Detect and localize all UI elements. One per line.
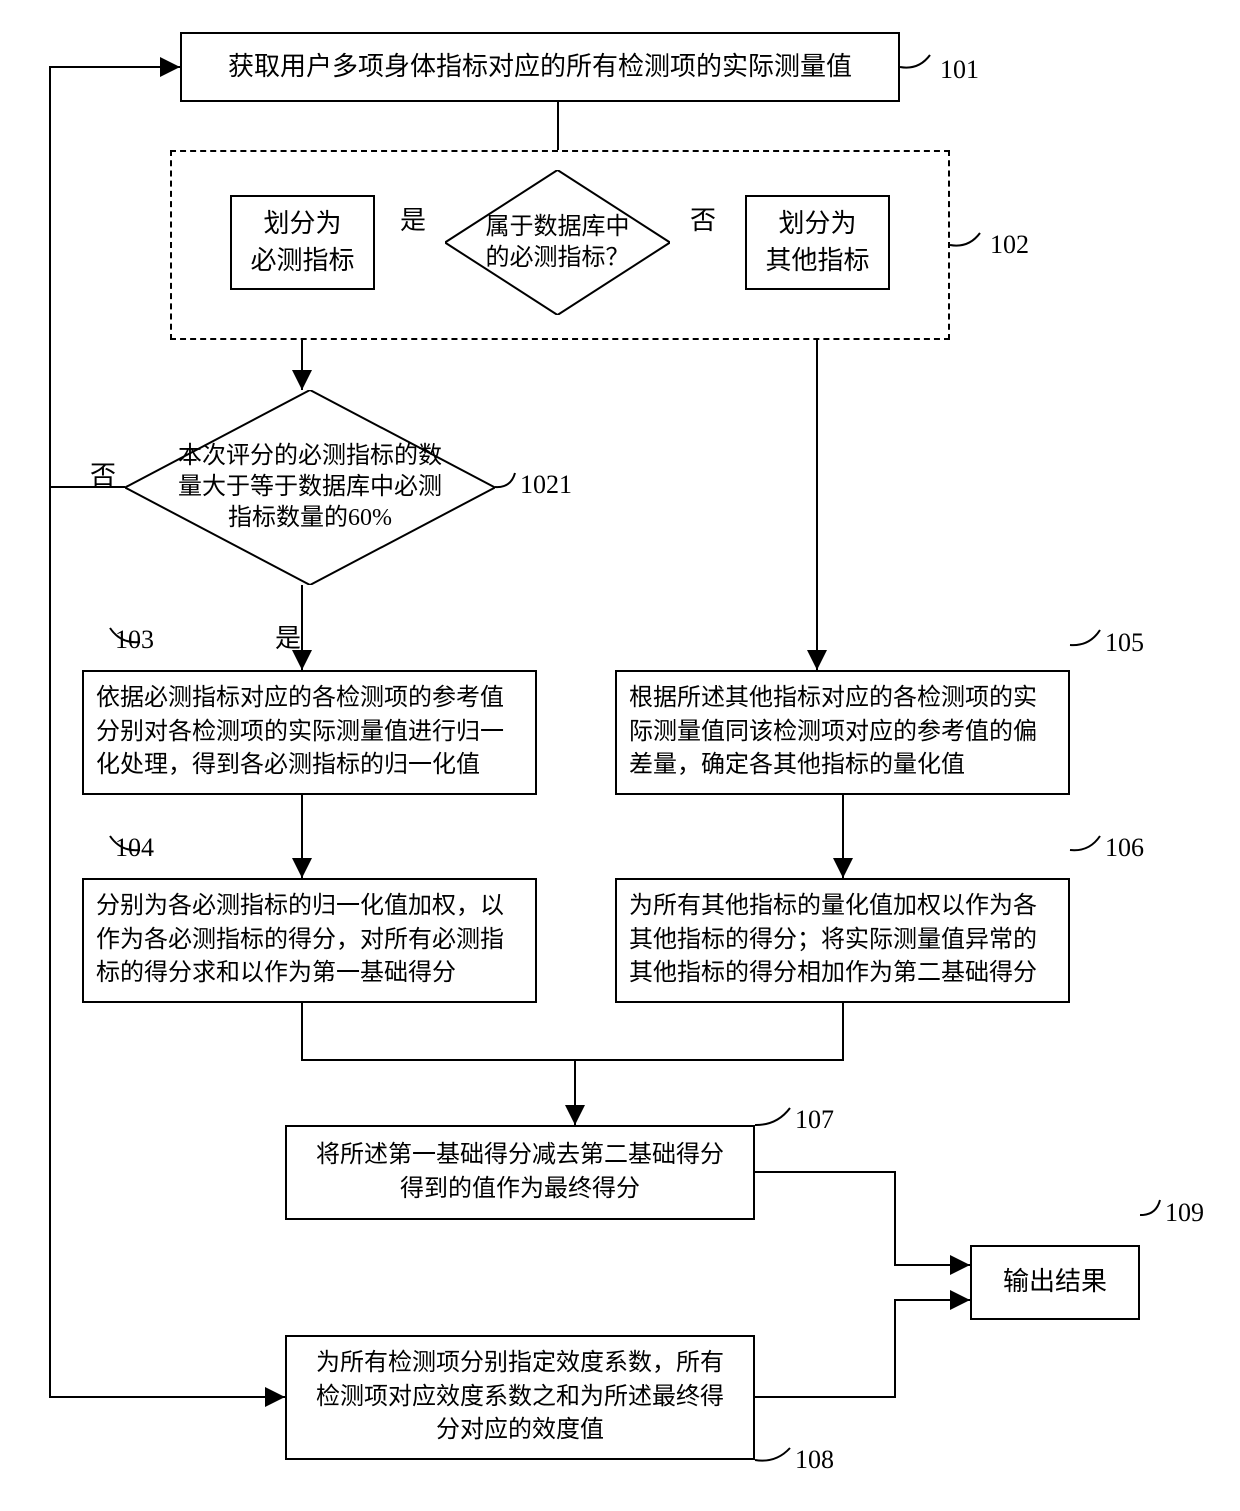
n108-l1: 为所有检测项分别指定效度系数，所有 bbox=[316, 1347, 724, 1381]
node-102b-line1: 划分为 bbox=[778, 206, 856, 242]
decision-102: 属于数据库中 的必测指标？ bbox=[445, 170, 670, 315]
step-label-108: 108 bbox=[795, 1445, 834, 1475]
node-101: 获取用户多项身体指标对应的所有检测项的实际测量值 bbox=[180, 32, 900, 102]
node-102b: 划分为 其他指标 bbox=[745, 195, 890, 290]
node-108: 为所有检测项分别指定效度系数，所有 检测项对应效度系数之和为所述最终得 分对应的… bbox=[285, 1335, 755, 1460]
edge-label-no2: 否 bbox=[90, 455, 116, 492]
n106-l1: 为所有其他指标的量化值加权以作为各 bbox=[629, 890, 1037, 924]
n108-l3: 分对应的效度值 bbox=[436, 1414, 604, 1448]
n103-l1: 依据必测指标对应的各检测项的参考值 bbox=[96, 682, 504, 716]
step-label-103: 103 bbox=[115, 625, 154, 655]
step-label-1021: 1021 bbox=[520, 470, 572, 500]
node-102a-line1: 划分为 bbox=[263, 206, 341, 242]
n107-l2: 得到的值作为最终得分 bbox=[400, 1173, 640, 1207]
n108-l2: 检测项对应效度系数之和为所述最终得 bbox=[316, 1381, 724, 1415]
node-109: 输出结果 bbox=[970, 1245, 1140, 1320]
node-107: 将所述第一基础得分减去第二基础得分 得到的值作为最终得分 bbox=[285, 1125, 755, 1220]
n104-l1: 分别为各必测指标的归一化值加权，以 bbox=[96, 890, 504, 924]
d1021-line3: 指标数量的60% bbox=[162, 503, 458, 534]
n103-l2: 分别对各检测项的实际测量值进行归一 bbox=[96, 716, 504, 750]
edge-label-yes1: 是 bbox=[400, 200, 426, 237]
n107-l1: 将所述第一基础得分减去第二基础得分 bbox=[316, 1139, 724, 1173]
step-label-109: 109 bbox=[1165, 1198, 1204, 1228]
d1021-line2: 量大于等于数据库中必测 bbox=[162, 472, 458, 503]
decision-1021: 本次评分的必测指标的数 量大于等于数据库中必测 指标数量的60% bbox=[125, 390, 495, 585]
n106-l2: 其他指标的得分；将实际测量值异常的 bbox=[629, 924, 1037, 958]
n105-l1: 根据所述其他指标对应的各检测项的实 bbox=[629, 682, 1037, 716]
node-102b-line2: 其他指标 bbox=[765, 243, 869, 279]
n105-l3: 差量，确定各其他指标的量化值 bbox=[629, 749, 965, 783]
node-102a-line2: 必测指标 bbox=[250, 243, 354, 279]
step-label-101: 101 bbox=[940, 55, 979, 85]
step-label-106: 106 bbox=[1105, 833, 1144, 863]
n109-text: 输出结果 bbox=[1003, 1264, 1107, 1300]
n104-l3: 标的得分求和以作为第一基础得分 bbox=[96, 957, 456, 991]
step-label-104: 104 bbox=[115, 833, 154, 863]
n105-l2: 际测量值同该检测项对应的参考值的偏 bbox=[629, 716, 1037, 750]
d102-line2: 的必测指标？ bbox=[468, 243, 648, 274]
node-106: 为所有其他指标的量化值加权以作为各 其他指标的得分；将实际测量值异常的 其他指标… bbox=[615, 878, 1070, 1003]
n104-l2: 作为各必测指标的得分，对所有必测指 bbox=[96, 924, 504, 958]
n103-l3: 化处理，得到各必测指标的归一化值 bbox=[96, 749, 480, 783]
step-label-107: 107 bbox=[795, 1105, 834, 1135]
edge-label-no1: 否 bbox=[690, 200, 716, 237]
node-103: 依据必测指标对应的各检测项的参考值 分别对各检测项的实际测量值进行归一 化处理，… bbox=[82, 670, 537, 795]
step-label-105: 105 bbox=[1105, 628, 1144, 658]
n106-l3: 其他指标的得分相加作为第二基础得分 bbox=[629, 957, 1037, 991]
edge-label-yes2: 是 bbox=[275, 618, 301, 655]
node-104: 分别为各必测指标的归一化值加权，以 作为各必测指标的得分，对所有必测指 标的得分… bbox=[82, 878, 537, 1003]
d102-line1: 属于数据库中 bbox=[468, 211, 648, 242]
step-label-102: 102 bbox=[990, 230, 1029, 260]
node-105: 根据所述其他指标对应的各检测项的实 际测量值同该检测项对应的参考值的偏 差量，确… bbox=[615, 670, 1070, 795]
node-102a: 划分为 必测指标 bbox=[230, 195, 375, 290]
node-101-text: 获取用户多项身体指标对应的所有检测项的实际测量值 bbox=[228, 49, 852, 85]
d1021-line1: 本次评分的必测指标的数 bbox=[162, 441, 458, 472]
